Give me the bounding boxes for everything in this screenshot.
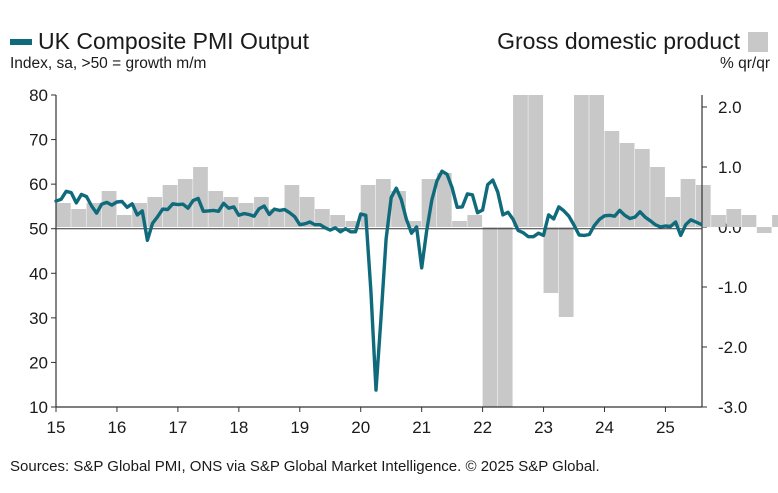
left-axis-tick-label: 80: [29, 86, 48, 105]
left-axis-tick-label: 30: [29, 309, 48, 328]
gdp-bar: [71, 209, 86, 227]
gdp-bar: [634, 149, 650, 227]
gdp-bar: [772, 215, 778, 227]
gdp-bar: [147, 197, 163, 227]
gdp-bar: [299, 197, 315, 227]
right-axis-tick-label: -1.0: [718, 278, 747, 297]
gdp-bar: [497, 227, 513, 407]
x-axis-tick-label: 17: [168, 418, 187, 437]
gdp-bar: [619, 143, 635, 227]
left-axis-tick-label: 20: [29, 353, 48, 372]
x-axis-tick-label: 24: [595, 418, 614, 437]
right-axis-tick-label: -2.0: [718, 338, 747, 357]
pmi-legend-swatch: [10, 38, 32, 45]
right-axis-tick-label: 1.0: [718, 158, 742, 177]
gdp-bar: [56, 203, 71, 227]
left-axis-tick-label: 10: [29, 398, 48, 417]
gdp-bar: [543, 227, 559, 293]
gdp-bar: [330, 215, 345, 227]
x-axis-tick-label: 15: [47, 418, 66, 437]
gdp-bar: [254, 197, 269, 227]
gdp-bar: [528, 95, 544, 227]
x-axis-tick-label: 21: [412, 418, 431, 437]
gdp-bar: [467, 215, 483, 227]
gdp-bar: [574, 95, 589, 227]
gdp-bar: [177, 179, 193, 227]
gdp-bar: [269, 209, 285, 227]
x-axis-tick-label: 16: [107, 418, 126, 437]
gdp-bar: [741, 215, 757, 227]
gdp-bar: [482, 227, 498, 407]
gdp-bar: [116, 215, 132, 227]
gdp-bar: [604, 131, 620, 227]
source-note: Sources: S&P Global PMI, ONS via S&P Glo…: [10, 458, 600, 475]
right-axis-unit: % qr/qr: [720, 55, 770, 72]
right-axis-tick-label: 2.0: [718, 98, 742, 117]
gdp-bar: [345, 221, 361, 227]
x-axis-tick-label: 18: [229, 418, 248, 437]
gdp-bar: [360, 185, 376, 227]
left-axis-tick-label: 60: [29, 175, 48, 194]
gdp-legend-swatch: [748, 31, 768, 52]
x-axis-tick-label: 20: [351, 418, 370, 437]
gdp-bar: [436, 173, 452, 227]
gdp-bar: [208, 191, 224, 227]
gdp-bar: [513, 95, 528, 227]
gdp-bar: [375, 179, 391, 227]
gdp-bar: [726, 209, 742, 227]
left-axis-tick-label: 40: [29, 264, 48, 283]
gdp-bar: [558, 227, 574, 317]
gdp-bar: [315, 209, 330, 227]
gdp-legend-label: Gross domestic product: [497, 28, 740, 54]
x-axis-tick-label: 23: [534, 418, 553, 437]
right-axis-tick-label: -3.0: [718, 398, 747, 417]
pmi-legend-label: UK Composite PMI Output: [38, 28, 309, 54]
gdp-bar: [711, 215, 726, 227]
gdp-bar: [193, 167, 208, 227]
pmi-line: [54, 169, 703, 392]
gdp-bar: [406, 221, 422, 227]
x-axis-tick-label: 25: [656, 418, 675, 437]
pmi-legend: UK Composite PMI Output: [10, 28, 309, 55]
gdp-bar: [452, 221, 467, 227]
x-axis-tick-label: 19: [290, 418, 309, 437]
left-axis-tick-label: 50: [29, 220, 48, 239]
left-axis-tick-label: 70: [29, 131, 48, 150]
gdp-bar: [756, 227, 772, 233]
gdp-bar: [695, 185, 711, 227]
gdp-bar: [101, 191, 117, 227]
gdp-bar: [680, 179, 696, 227]
gdp-bar: [589, 95, 604, 227]
gdp-legend: Gross domestic product: [497, 28, 768, 55]
gdp-bar: [650, 167, 665, 227]
left-axis-unit: Index, sa, >50 = growth m/m: [10, 55, 207, 72]
gdp-bar: [665, 197, 681, 227]
x-axis-tick-label: 22: [473, 418, 492, 437]
